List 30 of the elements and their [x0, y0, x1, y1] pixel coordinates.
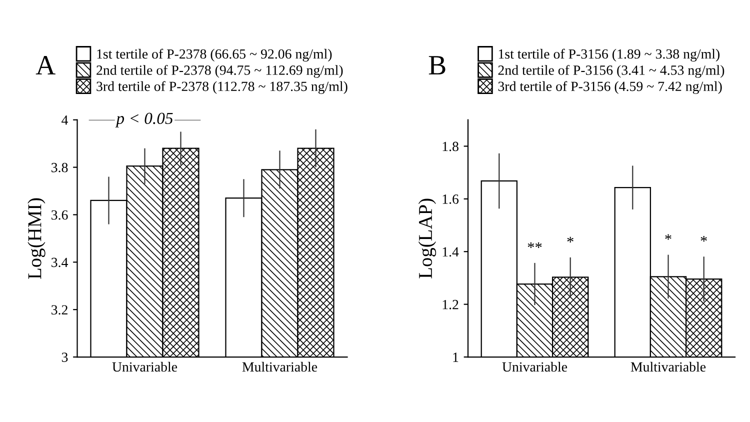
- legend-label: 2nd tertile of P-3156 (3.41 ~ 4.53 ng/ml): [498, 64, 724, 78]
- y-axis-title: Log(HMI): [28, 198, 46, 279]
- y-tick-label: 3.8: [52, 162, 68, 172]
- y-tick-label: 1.8: [442, 142, 458, 152]
- x-tick-label: Univariable: [502, 362, 568, 372]
- y-tick-label: 3.2: [52, 305, 68, 315]
- x-tick-label: Multivariable: [242, 362, 318, 372]
- y-axis-title: Log(LAP): [418, 198, 436, 278]
- y-tick-label: 1.4: [442, 247, 459, 257]
- y-tick-label: 4: [62, 116, 68, 125]
- y-tick-label: 3.6: [52, 210, 68, 220]
- chart-title: A: [36, 56, 56, 74]
- legend-label: 1st tertile of P-3156 (1.89 ~ 3.38 ng/ml): [498, 48, 720, 62]
- annotation: **: [528, 242, 542, 248]
- y-tick-label: 1.2: [442, 300, 458, 310]
- y-tick-label: 3: [62, 352, 68, 362]
- chart-title: B: [428, 56, 446, 74]
- annotation: *: [665, 234, 672, 240]
- legend-label: 3rd tertile of P-3156 (4.59 ~ 7.42 ng/ml): [498, 81, 722, 94]
- legend-label: 2nd tertile of P-2378 (94.75 ~ 112.69 ng/ml): [96, 64, 343, 78]
- annotation: *: [567, 236, 574, 242]
- x-tick-label: Univariable: [112, 362, 178, 372]
- y-tick-label: 1: [453, 352, 458, 362]
- annotation: p < 0.05: [115, 112, 173, 128]
- legend-label: 3rd tertile of P-2378 (112.78 ~ 187.35 ng/ml): [96, 81, 348, 94]
- y-tick-label: 1.6: [442, 194, 459, 204]
- annotation: *: [700, 236, 707, 242]
- x-tick-label: Multivariable: [630, 362, 706, 372]
- y-tick-label: 3.4: [52, 258, 68, 268]
- legend-label: 1st tertile of P-2378 (66.65 ~ 92.06 ng/ml): [97, 48, 332, 62]
